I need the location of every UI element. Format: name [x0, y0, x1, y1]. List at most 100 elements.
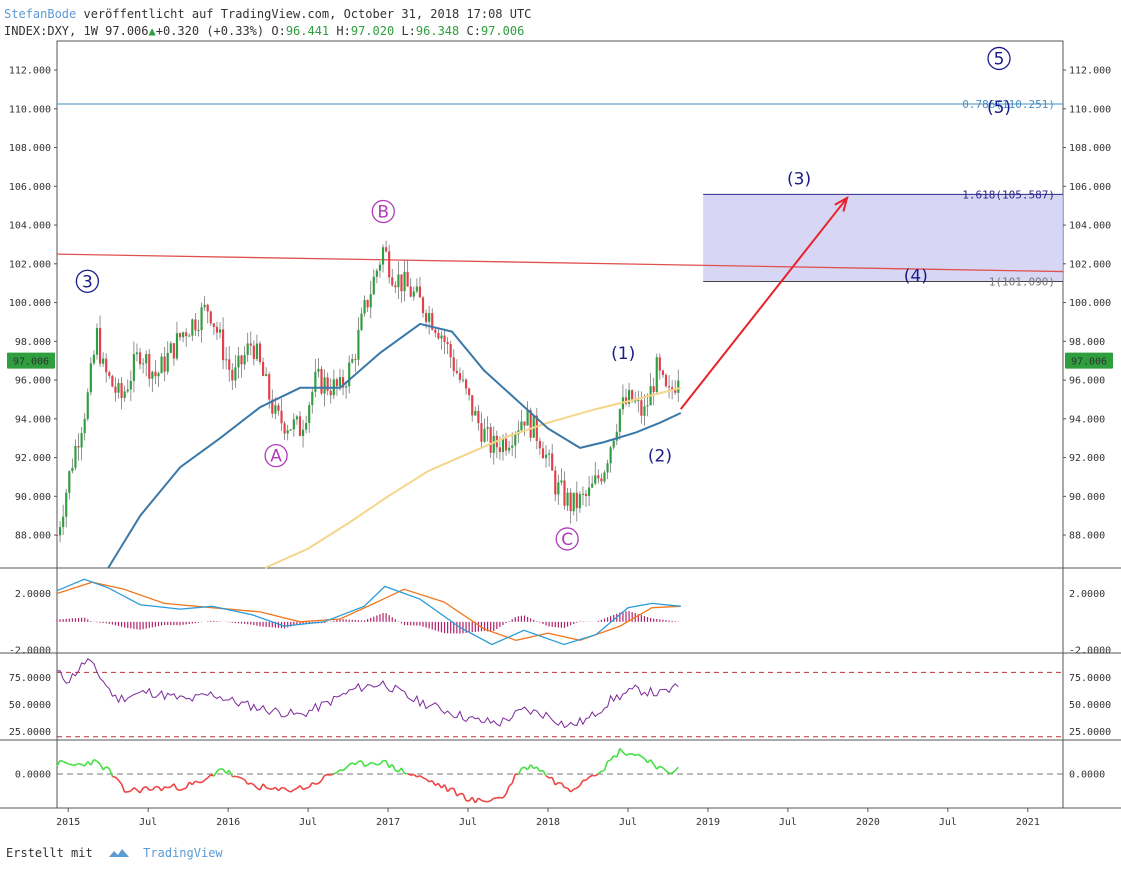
candle[interactable]: [541, 441, 545, 459]
candle[interactable]: [289, 428, 292, 432]
candle[interactable]: [661, 369, 664, 378]
candle[interactable]: [246, 332, 249, 362]
candle[interactable]: [255, 334, 258, 362]
candle[interactable]: [354, 353, 357, 373]
wave-label[interactable]: C: [555, 527, 579, 551]
candle[interactable]: [160, 352, 163, 374]
candle[interactable]: [151, 370, 154, 393]
candle[interactable]: [185, 328, 188, 347]
candle[interactable]: [372, 269, 375, 295]
candle[interactable]: [520, 410, 523, 432]
candle[interactable]: [523, 421, 526, 436]
candle[interactable]: [135, 343, 139, 362]
candle[interactable]: [480, 412, 483, 448]
candle[interactable]: [132, 341, 135, 393]
candle[interactable]: [514, 431, 517, 459]
candle[interactable]: [111, 374, 114, 388]
candle[interactable]: [535, 407, 538, 450]
candle[interactable]: [449, 340, 452, 369]
candle[interactable]: [145, 350, 148, 377]
candle[interactable]: [154, 359, 157, 385]
candle[interactable]: [615, 423, 618, 446]
candle[interactable]: [464, 378, 468, 395]
candle[interactable]: [674, 380, 677, 396]
candle[interactable]: [434, 327, 437, 338]
candle[interactable]: [194, 312, 197, 336]
candle[interactable]: [443, 328, 446, 355]
candle[interactable]: [335, 377, 338, 396]
candle[interactable]: [468, 387, 471, 401]
candle[interactable]: [98, 315, 102, 367]
candle[interactable]: [489, 423, 492, 459]
candle[interactable]: [129, 370, 132, 402]
candle[interactable]: [123, 385, 126, 402]
candle[interactable]: [188, 333, 191, 337]
candle[interactable]: [575, 481, 578, 522]
candle[interactable]: [603, 470, 606, 484]
candle[interactable]: [182, 331, 185, 343]
candle[interactable]: [492, 426, 495, 465]
candle[interactable]: [394, 281, 397, 294]
candle[interactable]: [71, 458, 74, 474]
candle[interactable]: [169, 340, 172, 354]
candle[interactable]: [461, 370, 465, 383]
candle[interactable]: [658, 353, 661, 380]
candle[interactable]: [222, 317, 225, 370]
candle[interactable]: [117, 378, 120, 399]
candle[interactable]: [572, 492, 575, 516]
candle[interactable]: [252, 340, 255, 366]
candle[interactable]: [381, 244, 385, 273]
candle[interactable]: [581, 486, 585, 506]
candle[interactable]: [203, 296, 206, 311]
candle[interactable]: [298, 411, 302, 437]
candle[interactable]: [560, 468, 563, 486]
candle[interactable]: [357, 317, 360, 366]
candle[interactable]: [594, 461, 597, 486]
candle[interactable]: [231, 363, 234, 390]
candle[interactable]: [643, 394, 646, 426]
candle[interactable]: [295, 414, 298, 425]
wave-label[interactable]: 5: [987, 46, 1011, 71]
wave-label[interactable]: (5): [987, 98, 1011, 118]
candle[interactable]: [551, 444, 554, 471]
candle[interactable]: [508, 440, 511, 454]
candle[interactable]: [286, 424, 289, 441]
candle[interactable]: [332, 369, 335, 399]
candle[interactable]: [563, 471, 566, 510]
candle[interactable]: [548, 449, 551, 467]
candle[interactable]: [261, 357, 265, 377]
candle[interactable]: [628, 382, 631, 408]
candle[interactable]: [606, 459, 609, 480]
candle[interactable]: [206, 303, 209, 324]
candle[interactable]: [345, 380, 348, 399]
candle[interactable]: [538, 437, 541, 455]
candle[interactable]: [166, 341, 169, 375]
candle[interactable]: [652, 377, 655, 406]
candle[interactable]: [308, 401, 311, 433]
candle[interactable]: [114, 377, 117, 402]
candle[interactable]: [634, 391, 637, 404]
projection-arrow[interactable]: [679, 197, 848, 410]
candle[interactable]: [225, 347, 228, 370]
candle[interactable]: [120, 377, 123, 410]
resistance-trendline[interactable]: [56, 253, 1064, 273]
candle[interactable]: [591, 475, 594, 489]
candle[interactable]: [415, 278, 418, 294]
candle[interactable]: [258, 341, 262, 365]
moving-average-yellow[interactable]: [264, 386, 682, 569]
candle[interactable]: [326, 372, 329, 396]
candle[interactable]: [68, 470, 71, 500]
candle[interactable]: [74, 439, 77, 471]
candle[interactable]: [446, 337, 449, 355]
candle[interactable]: [584, 489, 588, 507]
candle[interactable]: [317, 358, 320, 378]
candle[interactable]: [175, 321, 179, 361]
candle[interactable]: [277, 402, 280, 416]
candle[interactable]: [455, 359, 458, 375]
candle[interactable]: [351, 353, 354, 364]
wave-label[interactable]: A: [264, 443, 288, 468]
candle[interactable]: [649, 372, 652, 406]
candle[interactable]: [597, 469, 600, 484]
candle[interactable]: [102, 352, 105, 367]
